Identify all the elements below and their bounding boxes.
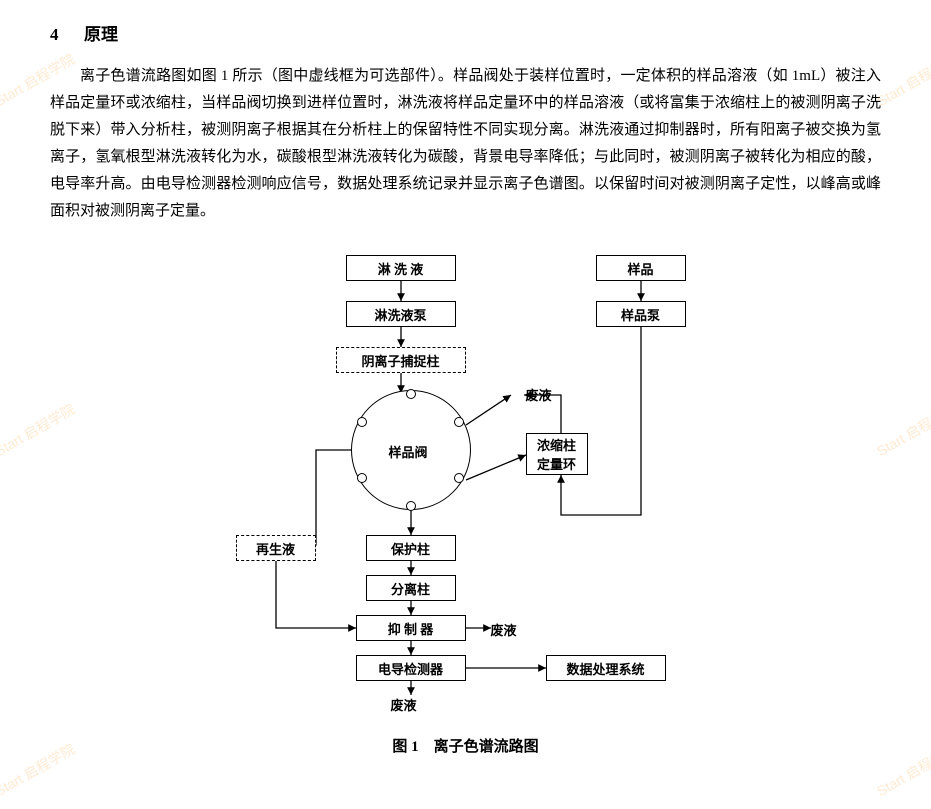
flowchart-node-dps: 数据处理系统 <box>546 655 666 681</box>
section-heading: 4 原理 <box>50 20 881 45</box>
flowchart-label: 废液 <box>526 385 552 404</box>
flowchart-node-sample_pump: 样品泵 <box>596 301 686 327</box>
flowchart-node-guard: 保护柱 <box>366 535 456 561</box>
figure-caption: 图 1 离子色谱流路图 <box>50 735 881 756</box>
valve-port <box>406 501 416 511</box>
valve-port <box>406 389 416 399</box>
flowchart-node-suppressor: 抑 制 器 <box>356 615 466 641</box>
valve-label: 样品阀 <box>389 442 428 461</box>
flowchart-node-trap: 阴离子捕捉柱 <box>336 347 466 373</box>
flowchart-label: 废液 <box>391 695 417 714</box>
valve-port <box>454 473 464 483</box>
flowchart-node-sep: 分离柱 <box>366 575 456 601</box>
flowchart-node-regen: 再生液 <box>236 535 316 561</box>
watermark: Start 启程学院 <box>873 399 931 461</box>
figure-flowchart: 淋 洗 液淋洗液泵阴离子捕捉柱 样品样品泵浓缩柱 定量环保护柱分离柱抑 制 器电导… <box>166 255 766 715</box>
flowchart-label: 废液 <box>491 620 517 639</box>
valve-port <box>357 417 367 427</box>
section-title-text: 原理 <box>84 25 118 44</box>
body-paragraph: 离子色谱流路图如图 1 所示（图中虚线框为可选部件）。样品阀处于装样位置时，一定… <box>50 63 881 225</box>
section-number: 4 <box>50 25 59 44</box>
flowchart-node-detector: 电导检测器 <box>356 655 466 681</box>
flowchart-node-eluent: 淋 洗 液 <box>346 255 456 281</box>
valve-port <box>454 417 464 427</box>
watermark: Start 启程学院 <box>873 739 931 801</box>
flowchart-node-conc_loop: 浓缩柱 定量环 <box>526 433 588 475</box>
valve-port <box>357 473 367 483</box>
watermark: Start 启程学院 <box>873 49 931 111</box>
flowchart-node-eluent_pump: 淋洗液泵 <box>346 301 456 327</box>
watermark: Start 启程学院 <box>0 399 78 461</box>
flowchart-node-sample: 样品 <box>596 255 686 281</box>
